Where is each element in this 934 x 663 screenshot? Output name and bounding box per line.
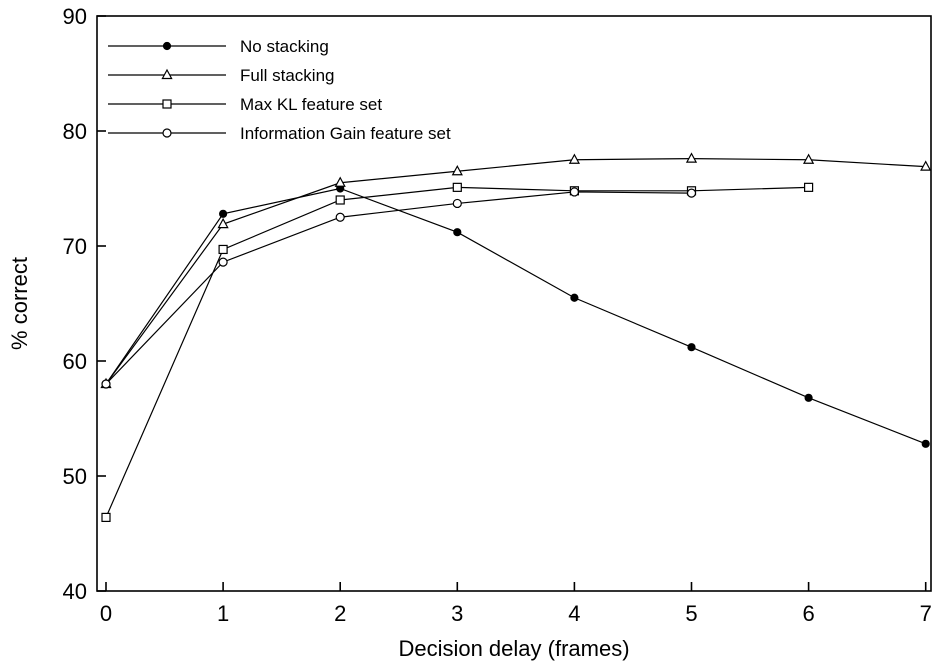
y-tick-label: 40 — [63, 579, 87, 604]
x-tick-label: 7 — [920, 601, 932, 626]
y-tick-label: 60 — [63, 349, 87, 374]
y-tick-label: 90 — [63, 4, 87, 29]
data-point — [921, 439, 930, 448]
data-point — [568, 153, 581, 164]
x-tick-label: 5 — [685, 601, 697, 626]
x-tick-label: 0 — [100, 601, 112, 626]
data-point — [453, 228, 462, 237]
legend-label: Information Gain feature set — [240, 124, 451, 143]
y-tick-label: 80 — [63, 119, 87, 144]
data-point — [804, 393, 813, 402]
data-point — [686, 188, 697, 198]
legend-label: Full stacking — [240, 66, 334, 85]
x-tick-label: 4 — [568, 601, 580, 626]
series-line-1 — [105, 187, 926, 445]
x-tick-label: 2 — [334, 601, 346, 626]
data-point — [162, 41, 172, 51]
x-axis-title: Decision delay (frames) — [398, 636, 629, 661]
data-point — [335, 195, 345, 205]
data-point — [218, 244, 228, 255]
data-point — [685, 152, 698, 163]
series-line-4 — [105, 191, 692, 385]
data-point — [452, 198, 462, 209]
data-point — [687, 343, 696, 352]
legend-label: No stacking — [240, 37, 329, 56]
y-axis-title: % correct — [7, 257, 32, 350]
x-tick-label: 1 — [217, 601, 229, 626]
data-point — [162, 128, 172, 138]
x-tick-label: 6 — [802, 601, 814, 626]
y-tick-label: 70 — [63, 234, 87, 259]
data-point — [101, 379, 111, 389]
data-point — [101, 512, 111, 523]
data-point — [162, 99, 172, 109]
y-tick-label: 50 — [63, 464, 87, 489]
data-point — [334, 176, 346, 187]
plot-frame — [96, 15, 932, 592]
data-point — [803, 182, 814, 192]
data-point — [335, 212, 345, 222]
x-tick-label: 3 — [451, 601, 463, 626]
data-point — [451, 164, 463, 176]
series-line-2 — [105, 157, 926, 385]
data-point — [452, 182, 462, 192]
data-point — [217, 217, 229, 229]
data-point — [218, 257, 228, 267]
data-point — [161, 68, 173, 80]
data-point — [920, 160, 932, 171]
data-point — [570, 293, 579, 302]
data-point — [569, 187, 580, 197]
legend-label: Max KL feature set — [240, 95, 382, 114]
data-point — [219, 209, 228, 218]
data-point — [802, 153, 815, 164]
